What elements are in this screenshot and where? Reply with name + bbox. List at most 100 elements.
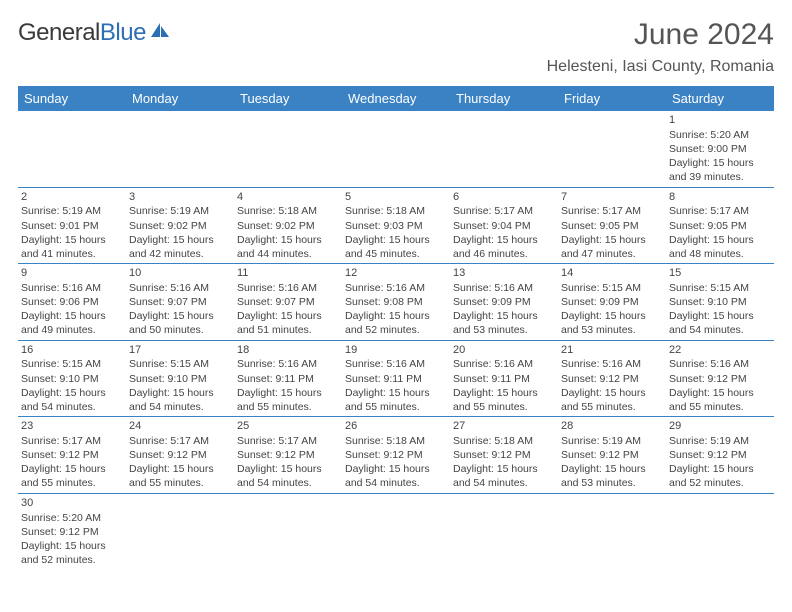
calendar-row: 16Sunrise: 5:15 AMSunset: 9:10 PMDayligh… bbox=[18, 340, 774, 417]
day-details: Sunrise: 5:18 AMSunset: 9:12 PMDaylight:… bbox=[450, 434, 558, 493]
calendar-cell: 24Sunrise: 5:17 AMSunset: 9:12 PMDayligh… bbox=[126, 417, 234, 494]
day-details: Sunrise: 5:17 AMSunset: 9:05 PMDaylight:… bbox=[666, 204, 774, 263]
calendar-cell: 4Sunrise: 5:18 AMSunset: 9:02 PMDaylight… bbox=[234, 187, 342, 264]
calendar-cell: 18Sunrise: 5:16 AMSunset: 9:11 PMDayligh… bbox=[234, 340, 342, 417]
day-details: Sunrise: 5:16 AMSunset: 9:11 PMDaylight:… bbox=[450, 357, 558, 416]
day-details: Sunrise: 5:17 AMSunset: 9:12 PMDaylight:… bbox=[18, 434, 126, 493]
day-number: 11 bbox=[234, 264, 342, 281]
day-details: Sunrise: 5:15 AMSunset: 9:10 PMDaylight:… bbox=[18, 357, 126, 416]
day-number: 21 bbox=[558, 341, 666, 358]
day-number: 15 bbox=[666, 264, 774, 281]
day-number: 14 bbox=[558, 264, 666, 281]
calendar-cell: 14Sunrise: 5:15 AMSunset: 9:09 PMDayligh… bbox=[558, 264, 666, 341]
header: GeneralBlue June 2024 Helesteni, Iasi Co… bbox=[18, 18, 774, 76]
day-number: 8 bbox=[666, 188, 774, 205]
day-details: Sunrise: 5:16 AMSunset: 9:11 PMDaylight:… bbox=[342, 357, 450, 416]
day-header: Friday bbox=[558, 86, 666, 111]
day-details: Sunrise: 5:17 AMSunset: 9:05 PMDaylight:… bbox=[558, 204, 666, 263]
calendar-header-row: SundayMondayTuesdayWednesdayThursdayFrid… bbox=[18, 86, 774, 111]
day-number: 10 bbox=[126, 264, 234, 281]
calendar-cell: 1Sunrise: 5:20 AMSunset: 9:00 PMDaylight… bbox=[666, 111, 774, 187]
day-number: 27 bbox=[450, 417, 558, 434]
calendar-cell bbox=[234, 493, 342, 569]
logo: GeneralBlue bbox=[18, 18, 171, 48]
calendar-cell bbox=[558, 111, 666, 187]
day-details: Sunrise: 5:17 AMSunset: 9:12 PMDaylight:… bbox=[126, 434, 234, 493]
day-number: 16 bbox=[18, 341, 126, 358]
day-number: 13 bbox=[450, 264, 558, 281]
day-details: Sunrise: 5:20 AMSunset: 9:00 PMDaylight:… bbox=[666, 128, 774, 187]
day-number: 12 bbox=[342, 264, 450, 281]
day-details: Sunrise: 5:17 AMSunset: 9:04 PMDaylight:… bbox=[450, 204, 558, 263]
calendar-body: 1Sunrise: 5:20 AMSunset: 9:00 PMDaylight… bbox=[18, 111, 774, 569]
calendar-cell: 15Sunrise: 5:15 AMSunset: 9:10 PMDayligh… bbox=[666, 264, 774, 341]
calendar-cell: 28Sunrise: 5:19 AMSunset: 9:12 PMDayligh… bbox=[558, 417, 666, 494]
calendar-row: 2Sunrise: 5:19 AMSunset: 9:01 PMDaylight… bbox=[18, 187, 774, 264]
calendar-table: SundayMondayTuesdayWednesdayThursdayFrid… bbox=[18, 86, 774, 569]
day-details: Sunrise: 5:19 AMSunset: 9:01 PMDaylight:… bbox=[18, 204, 126, 263]
calendar-cell: 9Sunrise: 5:16 AMSunset: 9:06 PMDaylight… bbox=[18, 264, 126, 341]
calendar-cell bbox=[450, 493, 558, 569]
day-number: 4 bbox=[234, 188, 342, 205]
day-details: Sunrise: 5:16 AMSunset: 9:06 PMDaylight:… bbox=[18, 281, 126, 340]
calendar-row: 30Sunrise: 5:20 AMSunset: 9:12 PMDayligh… bbox=[18, 493, 774, 569]
logo-text-1: General bbox=[18, 19, 100, 47]
calendar-cell bbox=[558, 493, 666, 569]
day-header: Thursday bbox=[450, 86, 558, 111]
day-details: Sunrise: 5:19 AMSunset: 9:12 PMDaylight:… bbox=[558, 434, 666, 493]
calendar-cell: 16Sunrise: 5:15 AMSunset: 9:10 PMDayligh… bbox=[18, 340, 126, 417]
day-details: Sunrise: 5:18 AMSunset: 9:02 PMDaylight:… bbox=[234, 204, 342, 263]
day-header: Saturday bbox=[666, 86, 774, 111]
calendar-cell: 20Sunrise: 5:16 AMSunset: 9:11 PMDayligh… bbox=[450, 340, 558, 417]
day-details: Sunrise: 5:15 AMSunset: 9:10 PMDaylight:… bbox=[126, 357, 234, 416]
calendar-cell: 8Sunrise: 5:17 AMSunset: 9:05 PMDaylight… bbox=[666, 187, 774, 264]
day-details: Sunrise: 5:16 AMSunset: 9:08 PMDaylight:… bbox=[342, 281, 450, 340]
day-number: 23 bbox=[18, 417, 126, 434]
day-number: 5 bbox=[342, 188, 450, 205]
day-number: 1 bbox=[666, 111, 774, 128]
day-number: 6 bbox=[450, 188, 558, 205]
calendar-cell: 11Sunrise: 5:16 AMSunset: 9:07 PMDayligh… bbox=[234, 264, 342, 341]
calendar-cell bbox=[342, 111, 450, 187]
day-header: Monday bbox=[126, 86, 234, 111]
month-title: June 2024 bbox=[547, 18, 774, 52]
calendar-cell bbox=[666, 493, 774, 569]
day-details: Sunrise: 5:16 AMSunset: 9:07 PMDaylight:… bbox=[126, 281, 234, 340]
calendar-cell: 22Sunrise: 5:16 AMSunset: 9:12 PMDayligh… bbox=[666, 340, 774, 417]
day-details: Sunrise: 5:17 AMSunset: 9:12 PMDaylight:… bbox=[234, 434, 342, 493]
day-number: 17 bbox=[126, 341, 234, 358]
calendar-row: 1Sunrise: 5:20 AMSunset: 9:00 PMDaylight… bbox=[18, 111, 774, 187]
calendar-cell bbox=[126, 493, 234, 569]
calendar-cell bbox=[126, 111, 234, 187]
calendar-cell: 26Sunrise: 5:18 AMSunset: 9:12 PMDayligh… bbox=[342, 417, 450, 494]
calendar-cell: 13Sunrise: 5:16 AMSunset: 9:09 PMDayligh… bbox=[450, 264, 558, 341]
calendar-cell: 27Sunrise: 5:18 AMSunset: 9:12 PMDayligh… bbox=[450, 417, 558, 494]
day-details: Sunrise: 5:20 AMSunset: 9:12 PMDaylight:… bbox=[18, 511, 126, 570]
day-details: Sunrise: 5:16 AMSunset: 9:12 PMDaylight:… bbox=[666, 357, 774, 416]
calendar-cell: 25Sunrise: 5:17 AMSunset: 9:12 PMDayligh… bbox=[234, 417, 342, 494]
day-details: Sunrise: 5:15 AMSunset: 9:09 PMDaylight:… bbox=[558, 281, 666, 340]
day-number: 7 bbox=[558, 188, 666, 205]
day-number: 19 bbox=[342, 341, 450, 358]
calendar-cell: 17Sunrise: 5:15 AMSunset: 9:10 PMDayligh… bbox=[126, 340, 234, 417]
day-number: 9 bbox=[18, 264, 126, 281]
day-details: Sunrise: 5:19 AMSunset: 9:02 PMDaylight:… bbox=[126, 204, 234, 263]
calendar-cell bbox=[450, 111, 558, 187]
day-number: 22 bbox=[666, 341, 774, 358]
day-details: Sunrise: 5:16 AMSunset: 9:11 PMDaylight:… bbox=[234, 357, 342, 416]
location: Helesteni, Iasi County, Romania bbox=[547, 58, 774, 76]
calendar-cell: 19Sunrise: 5:16 AMSunset: 9:11 PMDayligh… bbox=[342, 340, 450, 417]
day-number: 28 bbox=[558, 417, 666, 434]
calendar-row: 23Sunrise: 5:17 AMSunset: 9:12 PMDayligh… bbox=[18, 417, 774, 494]
day-number: 25 bbox=[234, 417, 342, 434]
day-number: 24 bbox=[126, 417, 234, 434]
day-header: Wednesday bbox=[342, 86, 450, 111]
calendar-cell: 29Sunrise: 5:19 AMSunset: 9:12 PMDayligh… bbox=[666, 417, 774, 494]
calendar-cell: 6Sunrise: 5:17 AMSunset: 9:04 PMDaylight… bbox=[450, 187, 558, 264]
day-details: Sunrise: 5:19 AMSunset: 9:12 PMDaylight:… bbox=[666, 434, 774, 493]
calendar-cell bbox=[18, 111, 126, 187]
day-details: Sunrise: 5:16 AMSunset: 9:12 PMDaylight:… bbox=[558, 357, 666, 416]
day-details: Sunrise: 5:18 AMSunset: 9:12 PMDaylight:… bbox=[342, 434, 450, 493]
calendar-cell: 30Sunrise: 5:20 AMSunset: 9:12 PMDayligh… bbox=[18, 493, 126, 569]
calendar-cell: 5Sunrise: 5:18 AMSunset: 9:03 PMDaylight… bbox=[342, 187, 450, 264]
